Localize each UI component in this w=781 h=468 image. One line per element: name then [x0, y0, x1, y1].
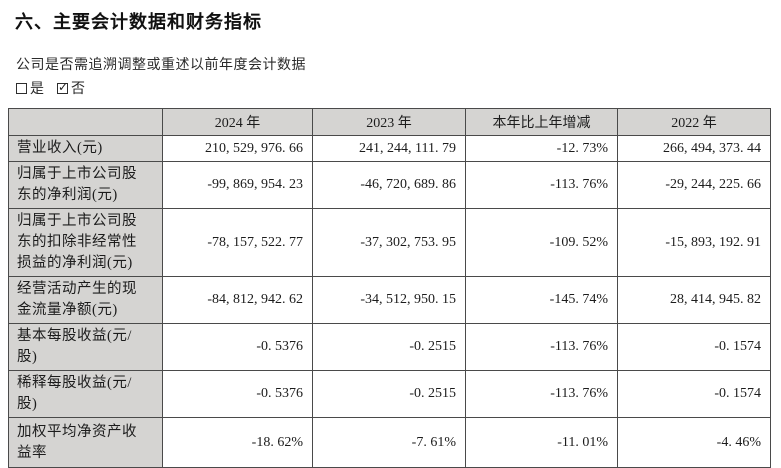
document-page: { "heading": "六、主要会计数据和财务指标", "question"… — [0, 0, 781, 446]
table-row: 加权平均净资产收益率 -18. 62% -7. 61% -11. 01% -4.… — [8, 417, 771, 468]
cell-2024: -0. 5376 — [162, 370, 313, 418]
table-row: 归属于上市公司股东的净利润(元) -99, 869, 954. 23 -46, … — [8, 161, 771, 209]
header-2023: 2023 年 — [312, 108, 466, 136]
cell-2023: -0. 2515 — [312, 323, 466, 371]
table-header-row: 2024 年 2023 年 本年比上年增减 2022 年 — [8, 108, 771, 136]
cell-2024: -99, 869, 954. 23 — [162, 161, 313, 209]
option-no-label: 否 — [71, 82, 85, 97]
cell-2024: -78, 157, 522. 77 — [162, 208, 313, 277]
cell-2023: -0. 2515 — [312, 370, 466, 418]
table-row: 经营活动产生的现金流量净额(元) -84, 812, 942. 62 -34, … — [8, 276, 771, 324]
header-yoy-change: 本年比上年增减 — [465, 108, 618, 136]
cell-2024: -0. 5376 — [162, 323, 313, 371]
option-yes: 是 — [16, 82, 44, 97]
row-label: 归属于上市公司股东的扣除非经常性损益的净利润(元) — [8, 208, 163, 277]
cell-2022: -0. 1574 — [617, 370, 771, 418]
checkbox-unchecked-icon — [16, 83, 27, 94]
header-2024: 2024 年 — [162, 108, 313, 136]
restatement-options: 是否 — [16, 78, 98, 98]
row-label: 营业收入(元) — [8, 135, 163, 162]
cell-2023: -46, 720, 689. 86 — [312, 161, 466, 209]
cell-2024: -18. 62% — [162, 417, 313, 468]
cell-2024: -84, 812, 942. 62 — [162, 276, 313, 324]
cell-yoy: -113. 76% — [465, 370, 618, 418]
restatement-question: 公司是否需追溯调整或重述以前年度会计数据 — [16, 58, 306, 73]
option-no: 否 — [57, 80, 85, 97]
table-row: 稀释每股收益(元/股) -0. 5376 -0. 2515 -113. 76% … — [8, 370, 771, 418]
cell-2022: -0. 1574 — [617, 323, 771, 371]
row-label: 归属于上市公司股东的净利润(元) — [8, 161, 163, 209]
cell-2023: 241, 244, 111. 79 — [312, 135, 466, 162]
option-yes-label: 是 — [30, 82, 44, 97]
cell-yoy: -145. 74% — [465, 276, 618, 324]
cell-2022: 28, 414, 945. 82 — [617, 276, 771, 324]
cell-yoy: -12. 73% — [465, 135, 618, 162]
table-row: 归属于上市公司股东的扣除非经常性损益的净利润(元) -78, 157, 522.… — [8, 208, 771, 277]
cell-yoy: -113. 76% — [465, 323, 618, 371]
table-row: 营业收入(元) 210, 529, 976. 66 241, 244, 111.… — [8, 135, 771, 162]
cell-yoy: -113. 76% — [465, 161, 618, 209]
checkbox-checked-icon — [57, 80, 68, 94]
section-heading: 六、主要会计数据和财务指标 — [15, 12, 262, 32]
header-2022: 2022 年 — [617, 108, 771, 136]
cell-2022: 266, 494, 373. 44 — [617, 135, 771, 162]
financial-indicators-table: 2024 年 2023 年 本年比上年增减 2022 年 营业收入(元) 210… — [8, 108, 771, 468]
cell-2022: -15, 893, 192. 91 — [617, 208, 771, 277]
cell-2023: -34, 512, 950. 15 — [312, 276, 466, 324]
table-row: 基本每股收益(元/股) -0. 5376 -0. 2515 -113. 76% … — [8, 323, 771, 371]
cell-2024: 210, 529, 976. 66 — [162, 135, 313, 162]
cell-2023: -37, 302, 753. 95 — [312, 208, 466, 277]
row-label: 基本每股收益(元/股) — [8, 323, 163, 371]
row-label: 稀释每股收益(元/股) — [8, 370, 163, 418]
cell-2022: -29, 244, 225. 66 — [617, 161, 771, 209]
cell-yoy: -109. 52% — [465, 208, 618, 277]
row-label: 加权平均净资产收益率 — [8, 417, 163, 468]
header-indicator — [8, 108, 163, 136]
cell-2022: -4. 46% — [617, 417, 771, 468]
row-label: 经营活动产生的现金流量净额(元) — [8, 276, 163, 324]
cell-yoy: -11. 01% — [465, 417, 618, 468]
cell-2023: -7. 61% — [312, 417, 466, 468]
